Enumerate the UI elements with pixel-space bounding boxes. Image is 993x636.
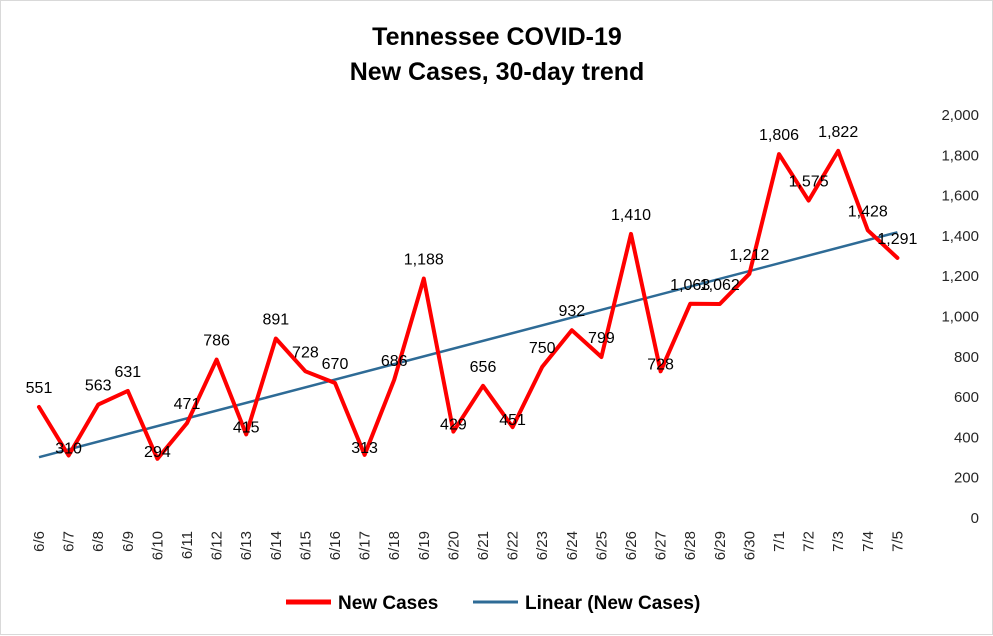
data-label: 686	[381, 353, 408, 370]
x-tick-label: 6/19	[416, 531, 433, 560]
y-tick-label: 2,000	[941, 107, 979, 124]
series-new-cases-line	[37, 148, 900, 461]
y-tick-label: 1,800	[941, 147, 979, 164]
y-tick-label: 200	[954, 470, 979, 487]
y-tick-label: 800	[954, 349, 979, 366]
x-tick-label: 6/7	[61, 531, 78, 552]
data-label: 670	[322, 356, 349, 373]
data-label: 451	[499, 412, 526, 429]
data-label: 551	[26, 380, 53, 397]
data-label: 310	[55, 441, 82, 458]
chart-title: Tennessee COVID-19	[372, 23, 622, 51]
data-label: 1,410	[611, 207, 651, 224]
x-tick-label: 6/14	[268, 531, 285, 560]
x-tick-label: 6/29	[712, 531, 729, 560]
data-label: 891	[262, 311, 289, 328]
data-label: 786	[203, 333, 230, 350]
data-label: 1,575	[789, 174, 829, 191]
y-tick-label: 1,000	[941, 309, 979, 326]
trendline	[38, 231, 898, 459]
data-label: 1,063	[670, 277, 710, 294]
x-tick-label: 6/13	[238, 531, 255, 560]
legend-new-cases-label: New Cases	[338, 593, 438, 614]
y-tick-label: 1,600	[941, 188, 979, 205]
x-tick-label: 6/26	[623, 531, 640, 560]
data-label: 1,188	[404, 252, 444, 269]
data-label: 932	[558, 303, 585, 320]
x-tick-label: 6/16	[327, 531, 344, 560]
x-tick-label: 6/21	[475, 531, 492, 560]
data-label: 1,428	[848, 203, 888, 220]
x-tick-label: 6/27	[653, 531, 670, 560]
x-tick-label: 6/24	[564, 531, 581, 560]
x-tick-label: 6/8	[90, 531, 107, 552]
x-tick-label: 6/12	[209, 531, 226, 560]
chart-subtitle: New Cases, 30-day trend	[350, 58, 645, 86]
x-tick-label: 7/4	[860, 531, 877, 552]
data-label: 294	[144, 444, 171, 461]
data-label: 728	[292, 344, 319, 361]
x-tick-label: 6/28	[682, 531, 699, 560]
y-tick-label: 600	[954, 389, 979, 406]
data-label: 415	[233, 419, 260, 436]
y-tick-label: 1,400	[941, 228, 979, 245]
data-label: 1,212	[729, 247, 769, 264]
x-tick-label: 6/25	[593, 531, 610, 560]
data-label: 656	[470, 359, 497, 376]
data-label: 429	[440, 417, 467, 434]
x-tick-label: 7/5	[889, 531, 906, 552]
data-label: 1,806	[759, 127, 799, 144]
y-tick-label: 0	[971, 510, 979, 527]
x-tick-label: 6/11	[179, 531, 196, 559]
y-tick-label: 400	[954, 429, 979, 446]
x-tick-label: 6/22	[505, 531, 522, 560]
y-tick-label: 1,200	[941, 268, 979, 285]
legend-linear-label: Linear (New Cases)	[525, 593, 700, 614]
x-tick-label: 6/15	[297, 531, 314, 560]
x-tick-label: 6/10	[149, 531, 166, 560]
data-label: 471	[174, 396, 201, 413]
x-tick-label: 7/2	[801, 531, 818, 552]
data-label: 631	[114, 364, 141, 381]
data-label: 313	[351, 440, 378, 457]
data-label: 750	[529, 340, 556, 357]
data-label: 1,062	[700, 277, 740, 294]
x-tick-label: 7/3	[830, 531, 847, 552]
data-label: 1,822	[818, 124, 858, 141]
data-label: 563	[85, 378, 112, 395]
x-tick-label: 6/6	[31, 531, 48, 552]
x-tick-label: 6/20	[445, 531, 462, 560]
x-tick-label: 7/1	[771, 531, 788, 552]
x-tick-label: 6/23	[534, 531, 551, 560]
data-label: 728	[647, 356, 674, 373]
data-label: 1,291	[877, 231, 917, 248]
x-tick-label: 6/18	[386, 531, 403, 560]
x-tick-label: 6/30	[741, 531, 758, 560]
x-tick-label: 6/17	[357, 531, 374, 560]
data-label: 799	[588, 330, 615, 347]
x-tick-label: 6/9	[120, 531, 137, 552]
